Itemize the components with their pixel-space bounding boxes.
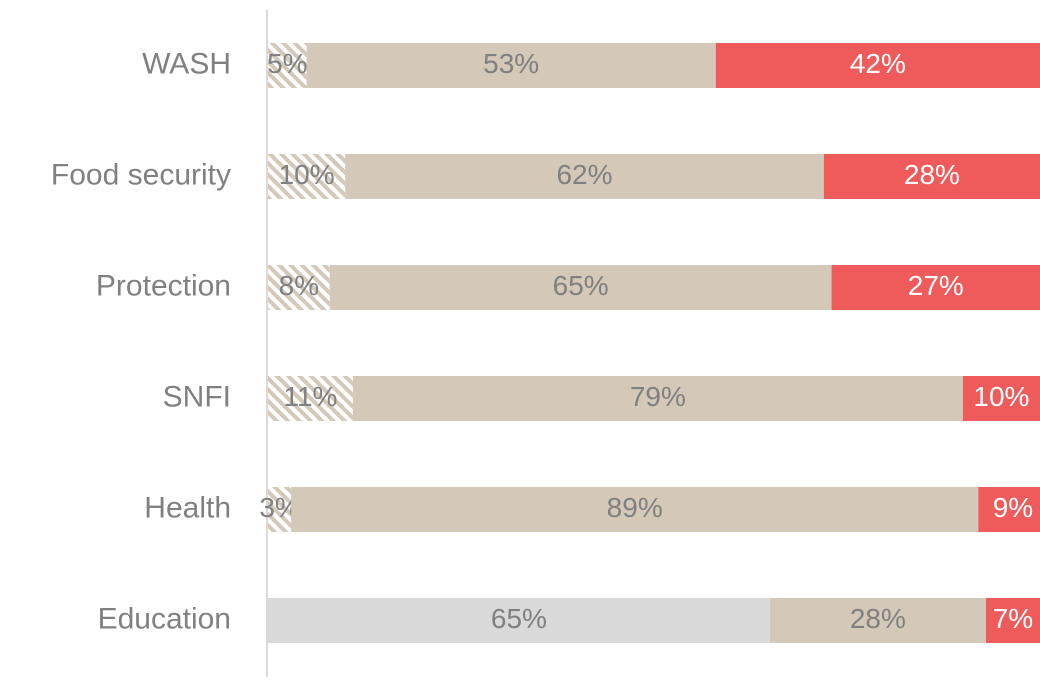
value-label: 9%	[993, 492, 1033, 523]
value-label: 42%	[850, 48, 906, 79]
category-label: SNFI	[163, 380, 231, 413]
value-label: 7%	[993, 603, 1033, 634]
bar-segment	[769, 598, 986, 643]
category-label: Education	[98, 602, 231, 635]
value-label: 65%	[553, 270, 609, 301]
value-label: 8%	[279, 270, 319, 301]
value-label: 65%	[491, 603, 547, 634]
bar-segment	[831, 265, 1040, 310]
value-label: 27%	[908, 270, 964, 301]
category-label: Food security	[51, 158, 231, 191]
bar-segment	[345, 154, 824, 199]
bar-segment	[329, 265, 832, 310]
bar-segment	[306, 43, 716, 88]
bar-segment	[291, 487, 979, 532]
value-label: 79%	[630, 381, 686, 412]
value-label: 89%	[607, 492, 663, 523]
bar-segment	[268, 598, 770, 643]
value-label: 53%	[483, 48, 539, 79]
bar-segment	[268, 43, 307, 88]
bar-segment	[985, 598, 1040, 643]
value-label: 10%	[279, 159, 335, 190]
category-label: WASH	[142, 47, 231, 80]
bar-segment	[978, 487, 1040, 532]
bar-segment	[268, 154, 346, 199]
bar-segment	[268, 265, 330, 310]
bar-segment	[823, 154, 1040, 199]
value-label: 28%	[904, 159, 960, 190]
value-label: 11%	[283, 381, 337, 412]
value-label: 10%	[973, 381, 1029, 412]
category-label: Health	[144, 491, 231, 524]
value-label: 5%	[267, 48, 307, 79]
bar-segment	[268, 376, 353, 421]
bar-segment	[268, 487, 292, 532]
bar-segment	[715, 43, 1040, 88]
category-label: Protection	[96, 269, 231, 302]
bar-segment	[962, 376, 1040, 421]
value-label: 28%	[850, 603, 906, 634]
value-label: 62%	[556, 159, 612, 190]
bar-segment	[352, 376, 963, 421]
